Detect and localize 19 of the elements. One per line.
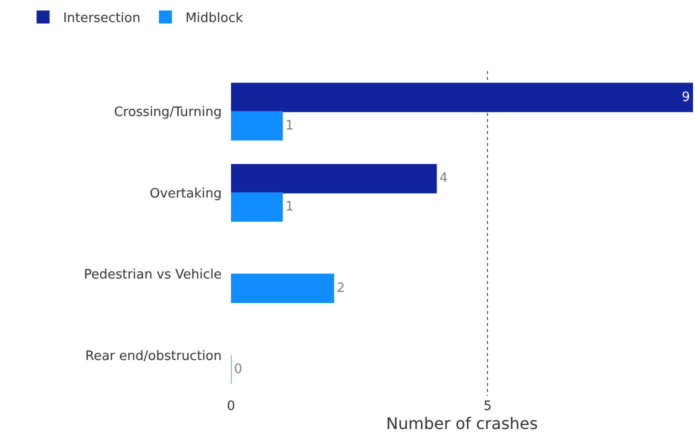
y-tick-label: Overtaking [150, 186, 230, 202]
bar [231, 82, 693, 112]
legend-label: Intersection [63, 11, 140, 26]
data-label: 9 [682, 90, 690, 105]
y-tick-label: Pedestrian vs Vehicle [84, 268, 230, 283]
y-tick-label: Crossing/Turning [114, 105, 230, 120]
bar [231, 192, 283, 222]
x-axis-title: Number of crashes [386, 414, 538, 433]
data-label: 4 [439, 171, 448, 186]
x-tick-label: 5 [484, 399, 492, 414]
y-tick-label: Rear end/obstruction [85, 348, 230, 364]
data-label: 1 [285, 118, 294, 134]
data-label: 2 [336, 280, 345, 296]
bar [231, 274, 334, 304]
legend-label: Midblock [185, 11, 244, 26]
data-label: 0 [234, 362, 242, 378]
bar [231, 111, 283, 141]
data-label: 1 [285, 200, 294, 215]
bar [231, 164, 437, 194]
